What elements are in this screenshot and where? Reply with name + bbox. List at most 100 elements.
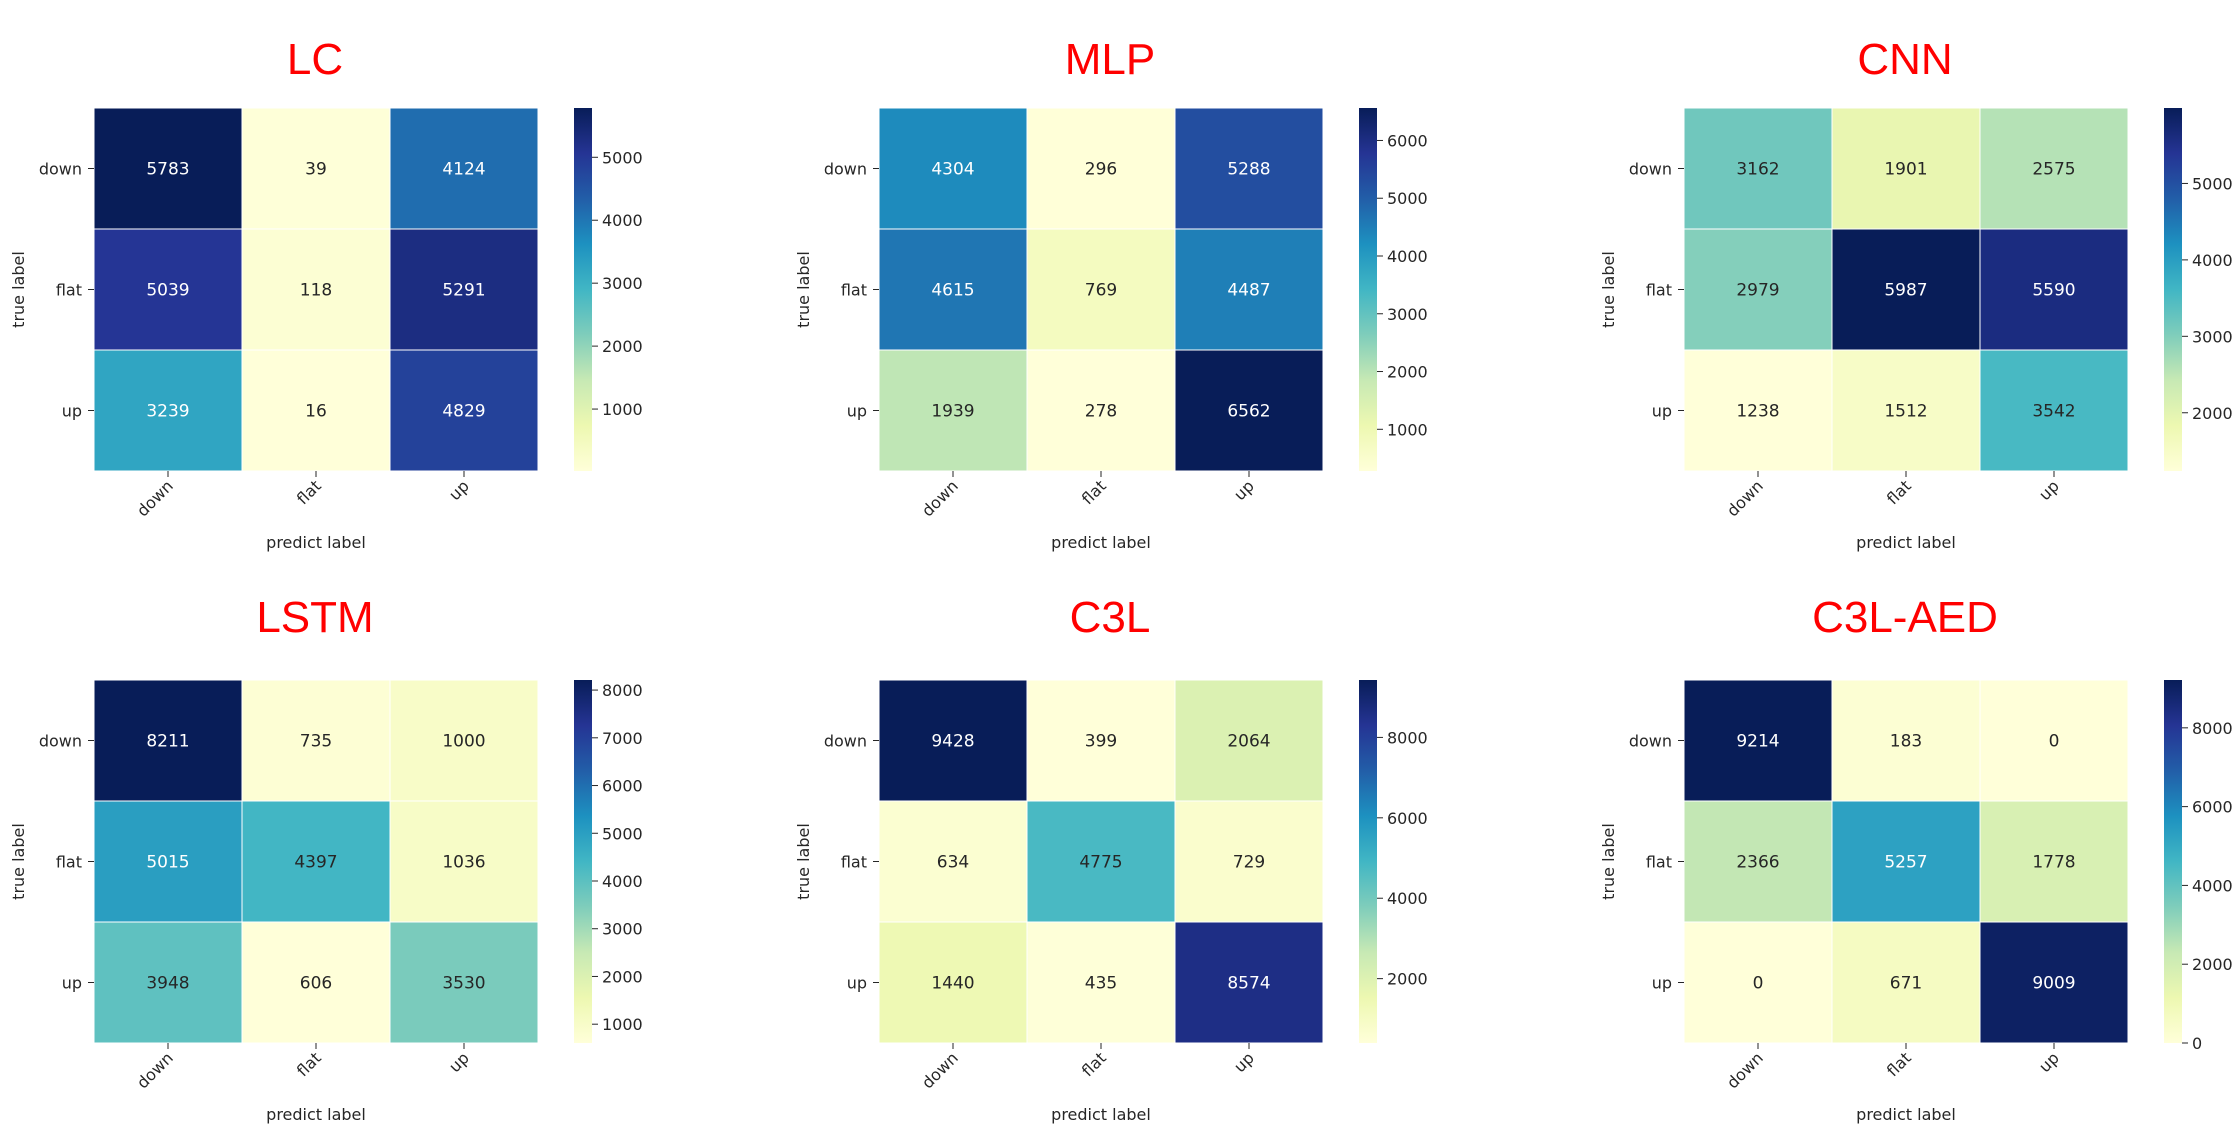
chart-1-cbtick-label-5: 6000 (1387, 131, 1428, 150)
chart-1-xtick-label-1: flat (1078, 476, 1110, 508)
chart-1-cell-label-1-1: 769 (1085, 281, 1117, 301)
chart-3-panel: LSTM 8211 735 1000 5015 4397 1036 3948 606 3530 do… (9, 593, 643, 1124)
chart-0-xtick-label-2: up (445, 476, 473, 504)
chart-1-cell-label-0-0: 4304 (931, 160, 974, 180)
chart-3-ytick-label-2: up (62, 974, 82, 993)
chart-0-colorbar (574, 108, 592, 471)
chart-2-cell-label-0-2: 2575 (2032, 160, 2075, 180)
chart-5-xtick-label-1: flat (1883, 1048, 1915, 1080)
chart-1-ytick-label-2: up (847, 402, 867, 421)
chart-5-cbtick-label-3: 6000 (2192, 798, 2233, 817)
chart-2-cell-2-0 (1683, 349, 1833, 472)
chart-3-cbtick-label-1: 2000 (602, 967, 643, 986)
chart-2-ylabel: true label (1599, 251, 1618, 328)
chart-3-cbtick-label-2: 3000 (602, 920, 643, 939)
chart-2-cell-2-1 (1831, 349, 1981, 472)
chart-3-title: LSTM (256, 593, 373, 642)
chart-2-cbtick-label-1: 3000 (2192, 327, 2233, 346)
chart-1-cell-1-1 (1026, 228, 1176, 351)
chart-0-cell-label-0-0: 5783 (146, 160, 189, 180)
chart-1-cell-label-0-1: 296 (1085, 160, 1117, 180)
chart-3-ytick-label-1: flat (56, 853, 82, 872)
chart-1-panel: MLP 4304 296 5288 4615 769 4487 1939 278 6562 down… (794, 35, 1428, 552)
chart-4-cell-label-0-0: 9428 (931, 732, 974, 752)
chart-5-cell-0-2 (1979, 679, 2129, 802)
chart-5-colorbar (2164, 680, 2182, 1043)
chart-0-cell-1-0 (93, 228, 243, 351)
chart-0-cell-label-0-1: 39 (305, 160, 327, 180)
chart-4-cell-label-2-1: 435 (1085, 974, 1117, 994)
chart-3-cell-2-0 (93, 921, 243, 1044)
chart-0-cbtick-label-2: 3000 (602, 274, 643, 293)
chart-1-cbtick-label-0: 1000 (1387, 420, 1428, 439)
chart-1-cell-0-0 (878, 107, 1028, 230)
chart-3-cbtick-label-5: 6000 (602, 777, 643, 796)
chart-0-ytick-label-2: up (62, 402, 82, 421)
chart-5-cbtick-label-4: 8000 (2192, 719, 2233, 738)
chart-0-cell-label-1-2: 5291 (442, 281, 485, 301)
chart-1-cbtick-label-2: 3000 (1387, 305, 1428, 324)
chart-2-ytick-label-2: up (1652, 402, 1672, 421)
chart-5-cell-label-0-0: 9214 (1736, 732, 1779, 752)
chart-5-cell-label-1-2: 1778 (2032, 853, 2075, 873)
chart-1-xtick-label-2: up (1230, 476, 1258, 504)
chart-5-xtick-label-2: up (2035, 1048, 2063, 1076)
chart-1-ytick-label-0: down (824, 160, 867, 179)
chart-0-ylabel: true label (9, 251, 28, 328)
chart-3-cell-label-0-2: 1000 (442, 732, 485, 752)
chart-4-title: C3L (1070, 593, 1151, 642)
chart-1-cell-label-2-2: 6562 (1227, 402, 1270, 422)
chart-1-xlabel: predict label (1051, 533, 1151, 552)
chart-1-cell-2-1 (1026, 349, 1176, 472)
chart-0-xlabel: predict label (266, 533, 366, 552)
chart-3-cell-0-2 (389, 679, 539, 802)
chart-2-cell-label-0-0: 3162 (1736, 160, 1779, 180)
chart-5-title: C3L-AED (1812, 593, 1998, 642)
chart-3-cbtick-label-4: 5000 (602, 824, 643, 843)
chart-5-cell-label-0-1: 183 (1890, 732, 1922, 752)
chart-4-cell-0-0 (878, 679, 1028, 802)
chart-2-xlabel: predict label (1856, 533, 1956, 552)
chart-5-cell-1-0 (1683, 800, 1833, 923)
chart-3-cell-label-0-0: 8211 (146, 732, 189, 752)
chart-0-cell-label-2-0: 3239 (146, 402, 189, 422)
chart-5-xtick-label-0: down (1723, 1048, 1767, 1092)
chart-0-cbtick-label-1: 2000 (602, 337, 643, 356)
chart-3-cbtick-label-0: 1000 (602, 1015, 643, 1034)
chart-3-cbtick-label-7: 8000 (602, 681, 643, 700)
chart-3-ylabel: true label (9, 823, 28, 900)
chart-4-ytick-label-0: down (824, 732, 867, 751)
chart-2-cbtick-label-2: 4000 (2192, 251, 2233, 270)
chart-3-xtick-label-2: up (445, 1048, 473, 1076)
chart-0-cell-2-1 (241, 349, 391, 472)
chart-1-cell-2-2 (1174, 349, 1324, 472)
chart-4-cell-0-2 (1174, 679, 1324, 802)
chart-4-cell-label-0-1: 399 (1085, 732, 1117, 752)
chart-2-cell-label-0-1: 1901 (1884, 160, 1927, 180)
chart-5-cbtick-label-0: 0 (2192, 1034, 2202, 1053)
chart-1-cell-1-0 (878, 228, 1028, 351)
chart-0-cell-0-1 (241, 107, 391, 230)
chart-4-cell-label-2-2: 8574 (1227, 974, 1270, 994)
chart-2-cell-1-2 (1979, 228, 2129, 351)
chart-4-xtick-label-0: down (918, 1048, 962, 1092)
chart-2-xtick-label-2: up (2035, 476, 2063, 504)
chart-2-cell-label-2-2: 3542 (2032, 402, 2075, 422)
chart-5-ylabel: true label (1599, 823, 1618, 900)
chart-5-cell-1-2 (1979, 800, 2129, 923)
chart-4-cbtick-label-0: 2000 (1387, 970, 1428, 989)
chart-2-cell-2-2 (1979, 349, 2129, 472)
chart-4-cell-label-0-2: 2064 (1227, 732, 1270, 752)
chart-4-cell-label-1-2: 729 (1233, 853, 1265, 873)
chart-2-title: CNN (1857, 35, 1952, 84)
chart-0-cell-label-1-1: 118 (300, 281, 332, 301)
chart-2-xtick-label-1: flat (1883, 476, 1915, 508)
chart-5-ytick-label-2: up (1652, 974, 1672, 993)
chart-2-cbtick-label-3: 5000 (2192, 174, 2233, 193)
chart-1-title: MLP (1065, 35, 1155, 84)
chart-3-xtick-label-1: flat (293, 1048, 325, 1080)
chart-5-cell-label-1-1: 5257 (1884, 853, 1927, 873)
chart-4-colorbar (1359, 680, 1377, 1043)
chart-1-cell-0-1 (1026, 107, 1176, 230)
chart-3-xtick-label-0: down (133, 1048, 177, 1092)
